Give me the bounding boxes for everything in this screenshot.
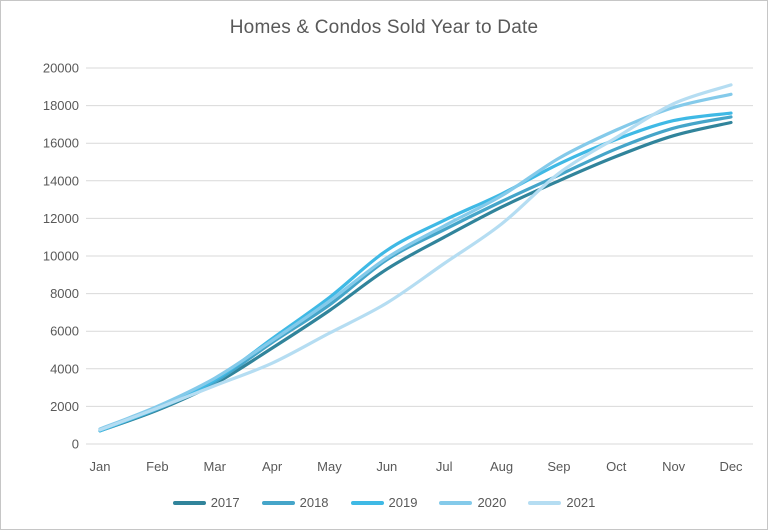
legend-item-2020[interactable]: 2020 xyxy=(439,495,506,510)
legend-swatch-2021 xyxy=(528,500,562,505)
x-axis-tick-label: Jan xyxy=(90,459,111,474)
y-axis-tick-label: 4000 xyxy=(50,361,79,376)
y-axis-tick-label: 16000 xyxy=(43,136,79,151)
series-line-2017 xyxy=(98,120,733,433)
x-axis-tick-label: Jun xyxy=(376,459,397,474)
x-axis-tick-label: Nov xyxy=(662,459,686,474)
chart-legend: 2017 2018 2019 2020 2021 xyxy=(1,495,767,510)
y-axis-tick-label: 8000 xyxy=(50,286,79,301)
legend-label: 2017 xyxy=(210,495,240,510)
legend-label: 2020 xyxy=(477,495,507,510)
series-line-2018 xyxy=(98,115,733,432)
y-axis-tick-label: 6000 xyxy=(50,324,79,339)
chart-title: Homes & Condos Sold Year to Date xyxy=(229,17,539,38)
y-axis-tick-label: 18000 xyxy=(43,98,79,113)
x-axis-tick-label: Oct xyxy=(606,459,627,474)
legend-swatch-2020 xyxy=(439,500,473,505)
legend-item-2018[interactable]: 2018 xyxy=(261,495,329,510)
x-axis-tick-label: May xyxy=(317,459,342,474)
legend-label: 2021 xyxy=(566,495,596,510)
legend-item-2017[interactable]: 2017 xyxy=(172,495,240,510)
x-axis-tick-label: Dec xyxy=(719,459,743,474)
legend-swatch-2017 xyxy=(172,500,206,505)
series-line-2021 xyxy=(98,83,733,432)
series-line-2019 xyxy=(98,111,733,433)
y-axis-tick-label: 14000 xyxy=(43,173,79,188)
x-axis-tick-label: Aug xyxy=(490,459,513,474)
y-axis-tick-label: 0 xyxy=(72,437,79,452)
x-axis-tick-label: Apr xyxy=(262,459,283,474)
y-axis-tick-label: 2000 xyxy=(50,399,79,414)
legend-label: 2019 xyxy=(388,495,418,510)
legend-label: 2018 xyxy=(299,495,329,510)
x-axis-tick-label: Feb xyxy=(146,459,168,474)
legend-item-2021[interactable]: 2021 xyxy=(528,495,595,510)
legend-swatch-2018 xyxy=(261,500,295,505)
y-axis-tick-label: 10000 xyxy=(43,249,79,264)
y-axis-tick-label: 12000 xyxy=(43,211,79,226)
x-axis-tick-label: Mar xyxy=(204,459,227,474)
series-line-2020 xyxy=(98,92,733,431)
y-axis-tick-label: 20000 xyxy=(43,61,79,76)
legend-swatch-2019 xyxy=(350,500,384,505)
legend-item-2019[interactable]: 2019 xyxy=(350,495,418,510)
x-axis-tick-label: Sep xyxy=(547,459,570,474)
x-axis-tick-label: Jul xyxy=(436,459,453,474)
